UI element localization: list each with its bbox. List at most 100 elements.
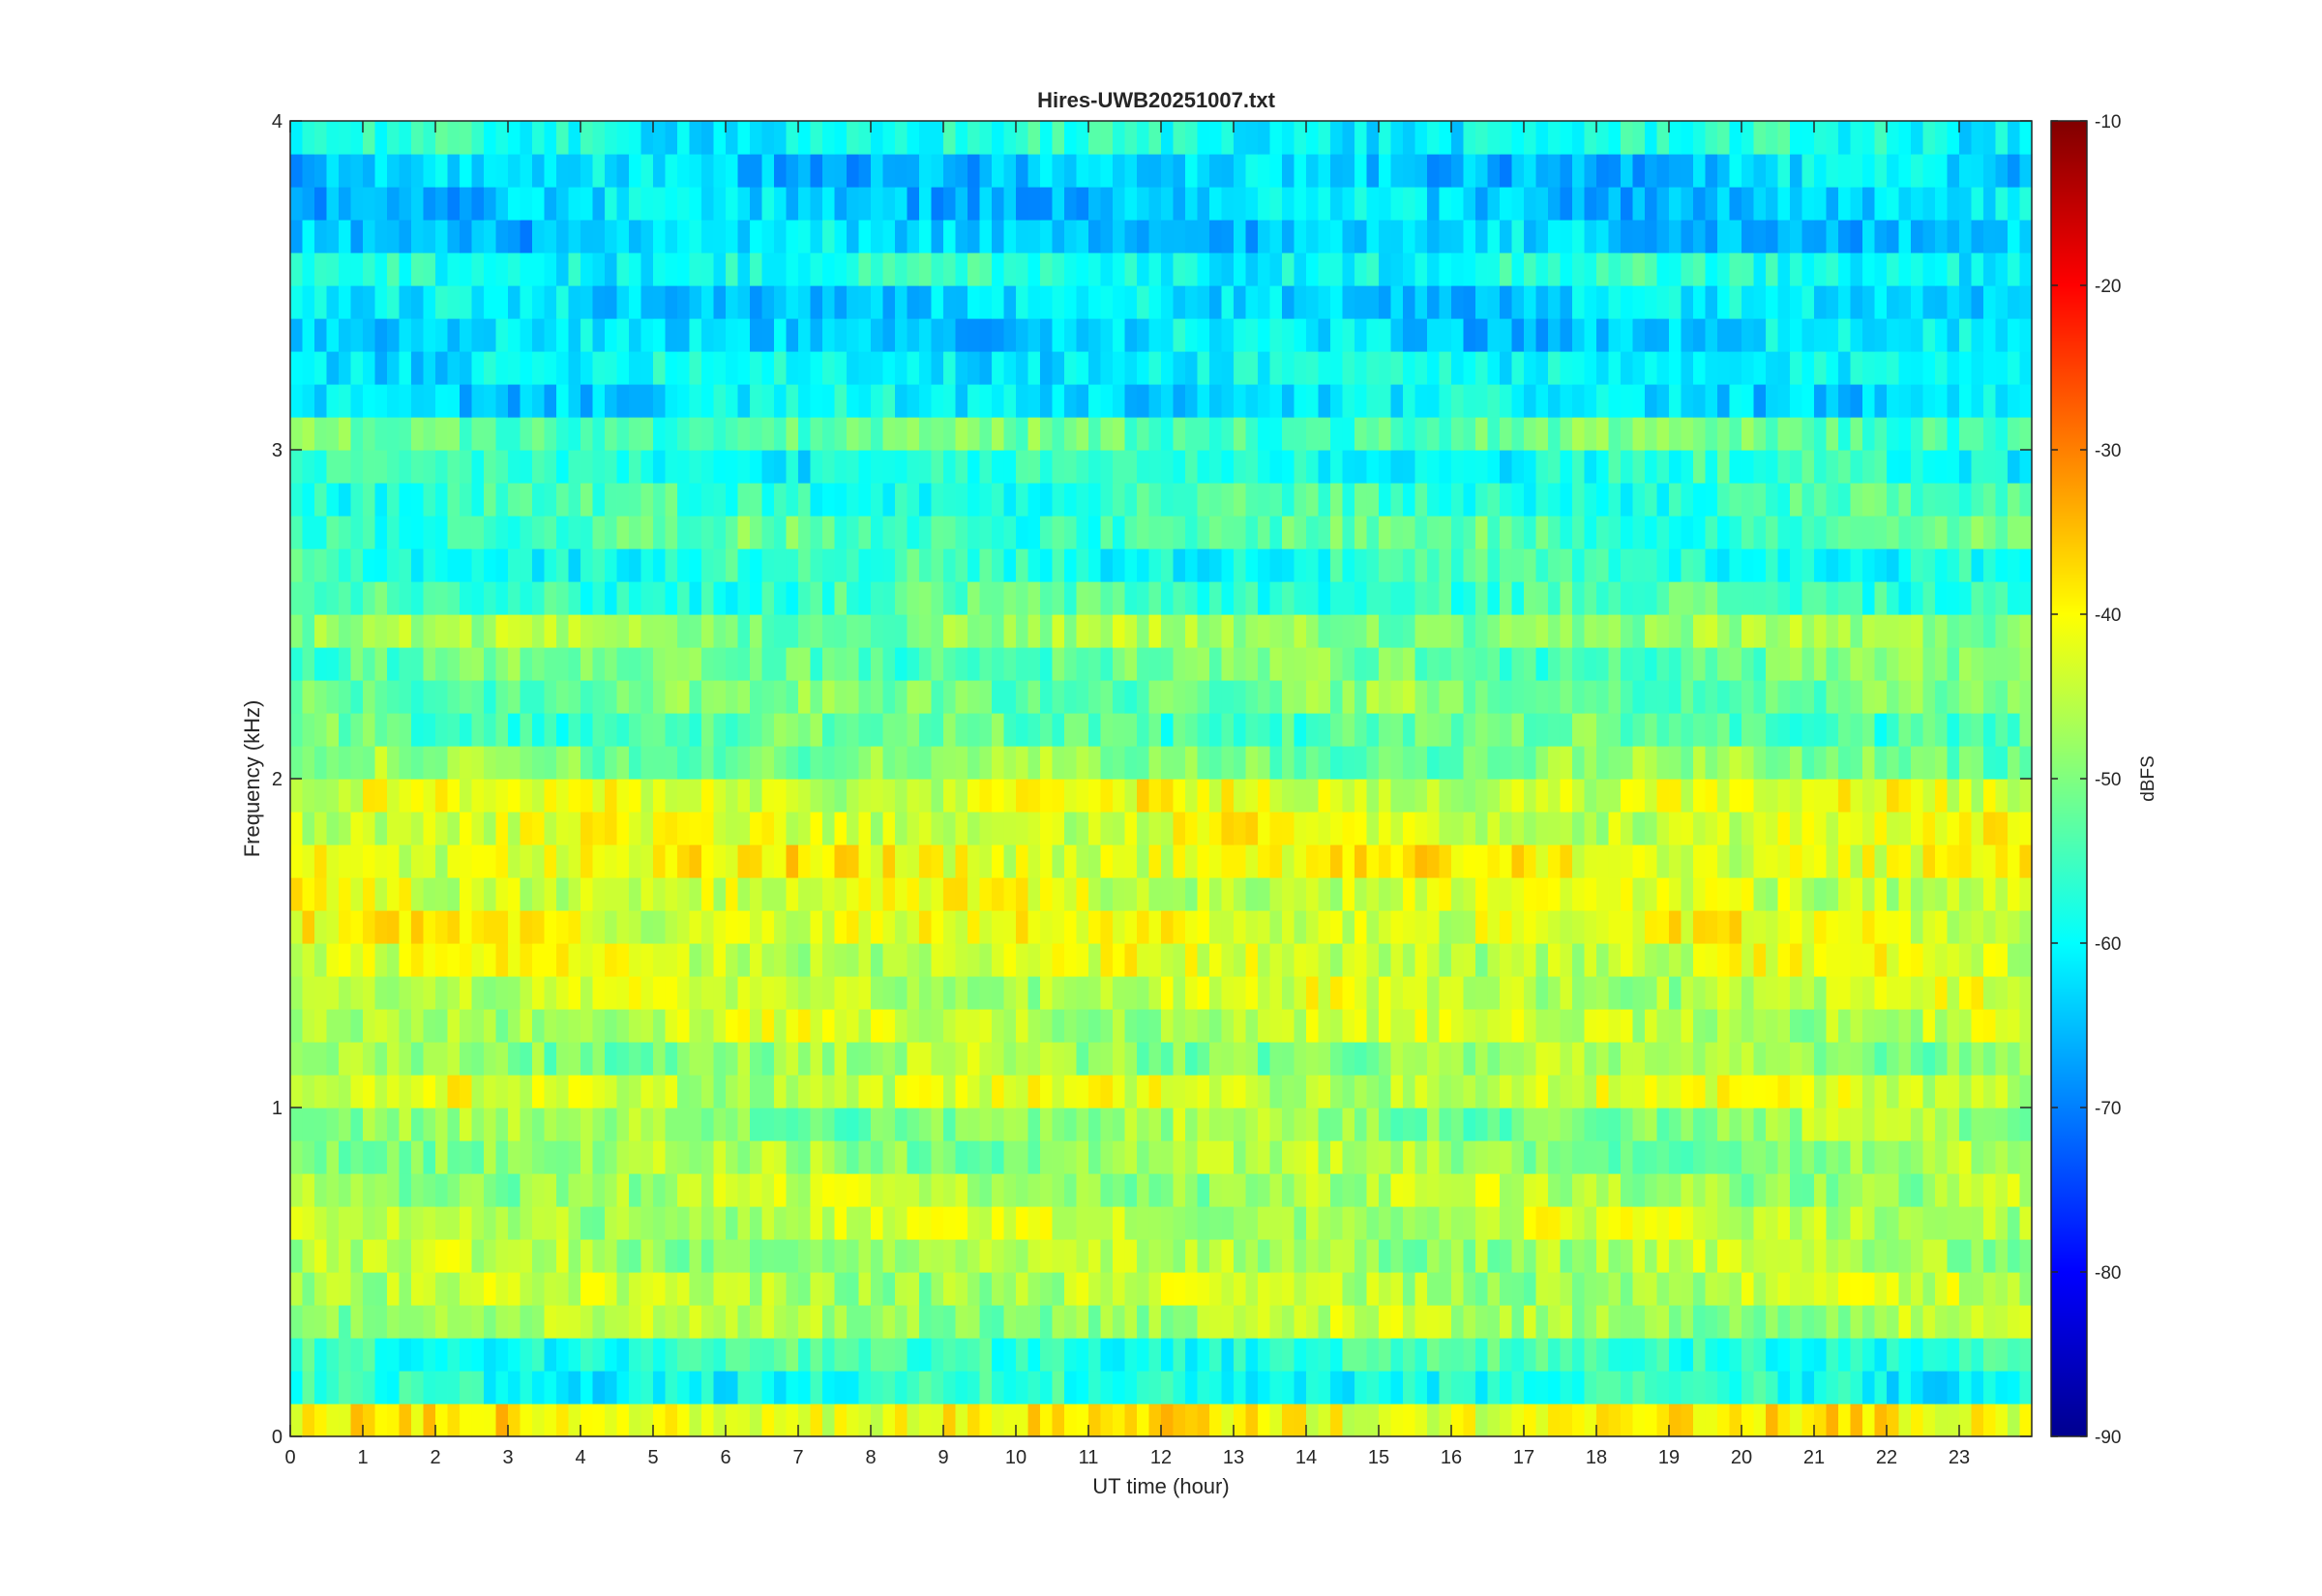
heatmap-cell xyxy=(1535,779,1549,813)
heatmap-cell xyxy=(1040,1305,1054,1339)
heatmap-cell xyxy=(1306,1272,1320,1306)
heatmap-cell xyxy=(495,450,509,484)
heatmap-cell xyxy=(1185,976,1199,1010)
heatmap-cell xyxy=(1040,1009,1054,1043)
heatmap-cell xyxy=(931,548,944,582)
heatmap-cell xyxy=(520,614,533,648)
heatmap-cell xyxy=(302,318,315,352)
heatmap-cell xyxy=(919,746,933,780)
heatmap-cell xyxy=(314,1305,328,1339)
heatmap-cell xyxy=(399,417,412,451)
heatmap-cell xyxy=(471,1272,485,1306)
heatmap-cell xyxy=(1342,943,1355,977)
heatmap-cell xyxy=(1294,285,1307,319)
heatmap-cell xyxy=(1463,1108,1476,1141)
heatmap-cell xyxy=(508,812,521,845)
heatmap-cell xyxy=(1935,1305,1949,1339)
heatmap-cell xyxy=(1766,976,1779,1010)
heatmap-cell xyxy=(1354,318,1368,352)
heatmap-cell xyxy=(1971,680,1984,714)
heatmap-cell xyxy=(1681,548,1694,582)
heatmap-cell xyxy=(363,877,376,911)
heatmap-cell xyxy=(943,285,957,319)
heatmap-cell xyxy=(314,877,328,911)
heatmap-cell xyxy=(1511,614,1525,648)
heatmap-cell xyxy=(1379,647,1392,681)
heatmap-cell xyxy=(1258,1140,1271,1174)
heatmap-cell xyxy=(1584,417,1597,451)
heatmap-cell xyxy=(834,1173,848,1207)
heatmap-cell xyxy=(1318,976,1331,1010)
heatmap-cell xyxy=(858,779,872,813)
heatmap-cell xyxy=(399,1108,412,1141)
heatmap-cell xyxy=(810,1009,823,1043)
heatmap-cell xyxy=(1221,483,1235,517)
heatmap-cell xyxy=(520,384,533,418)
heatmap-cell xyxy=(1185,1173,1199,1207)
heatmap-cell xyxy=(847,450,860,484)
heatmap-cell xyxy=(1693,877,1707,911)
heatmap-cell xyxy=(435,1338,449,1372)
heatmap-cell xyxy=(1766,417,1779,451)
heatmap-cell xyxy=(1693,1404,1707,1437)
heatmap-cell xyxy=(871,1272,884,1306)
heatmap-cell xyxy=(774,483,788,517)
heatmap-cell xyxy=(1729,483,1742,517)
heatmap-cell xyxy=(979,384,993,418)
heatmap-cell xyxy=(1947,812,1960,845)
heatmap-cell xyxy=(302,976,315,1010)
heatmap-cell xyxy=(1535,1404,1549,1437)
heatmap-cell xyxy=(895,680,908,714)
heatmap-cell xyxy=(1983,910,1997,944)
heatmap-cell xyxy=(1487,614,1501,648)
heatmap-cell xyxy=(363,1009,376,1043)
heatmap-cell xyxy=(411,1009,425,1043)
heatmap-cell xyxy=(605,680,618,714)
heatmap-cell xyxy=(399,581,412,615)
heatmap-cell xyxy=(1693,1108,1707,1141)
heatmap-cell xyxy=(931,1075,944,1108)
heatmap-cell xyxy=(1318,1140,1331,1174)
heatmap-cell xyxy=(1076,450,1089,484)
heatmap-cell xyxy=(484,746,497,780)
heatmap-cell xyxy=(605,1042,618,1076)
heatmap-cell xyxy=(1306,844,1320,878)
heatmap-cell xyxy=(1669,1140,1682,1174)
heatmap-cell xyxy=(858,1239,872,1273)
heatmap-cell xyxy=(2008,1272,2021,1306)
heatmap-cell xyxy=(1922,516,1936,549)
heatmap-cell xyxy=(677,713,691,747)
heatmap-cell xyxy=(979,1206,993,1240)
heatmap-cell xyxy=(1269,483,1283,517)
heatmap-cell xyxy=(326,1108,340,1141)
heatmap-cell xyxy=(1959,1305,1973,1339)
heatmap-cell xyxy=(1403,351,1416,385)
heatmap-cell xyxy=(847,779,860,813)
heatmap-cell xyxy=(508,516,521,549)
heatmap-cell xyxy=(1064,318,1078,352)
heatmap-cell xyxy=(1898,779,1912,813)
heatmap-cell xyxy=(387,680,401,714)
heatmap-cell xyxy=(411,548,425,582)
heatmap-cell xyxy=(1040,581,1054,615)
heatmap-cell xyxy=(882,1206,896,1240)
heatmap-cell xyxy=(1814,1009,1828,1043)
heatmap-cell xyxy=(1269,1371,1283,1404)
heatmap-cell xyxy=(471,417,485,451)
heatmap-cell xyxy=(1584,976,1597,1010)
heatmap-cell xyxy=(1959,417,1973,451)
heatmap-cell xyxy=(1596,1075,1610,1108)
heatmap-cell xyxy=(592,351,606,385)
heatmap-cell xyxy=(580,1140,594,1174)
heatmap-cell xyxy=(484,910,497,944)
heatmap-cell xyxy=(568,647,581,681)
heatmap-cell xyxy=(2008,812,2021,845)
heatmap-cell xyxy=(822,877,836,911)
heatmap-cell xyxy=(1729,1272,1742,1306)
heatmap-cell xyxy=(1427,483,1441,517)
heatmap-cell xyxy=(1548,976,1562,1010)
heatmap-cell xyxy=(1234,417,1247,451)
heatmap-cell xyxy=(532,1173,546,1207)
heatmap-cell xyxy=(1209,976,1223,1010)
heatmap-cell xyxy=(834,976,848,1010)
